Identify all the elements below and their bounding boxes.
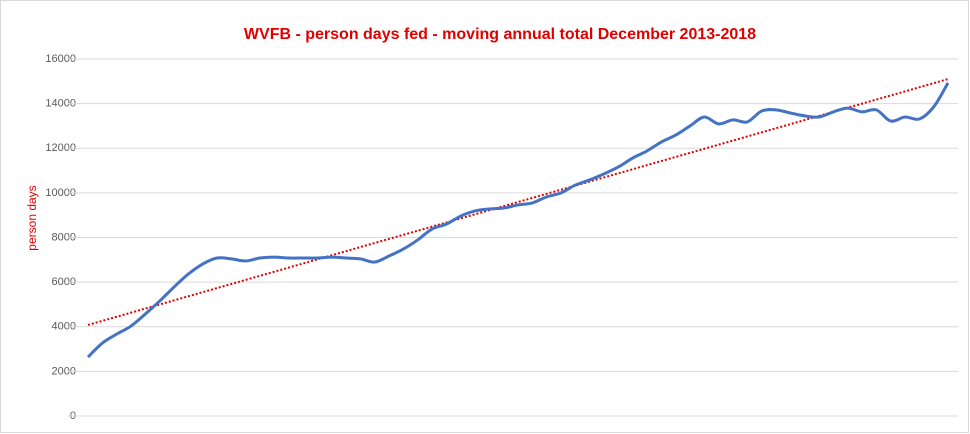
chart-title: WVFB - person days fed - moving annual t…: [244, 26, 756, 43]
y-tick-label: 6000: [52, 276, 76, 288]
y-tick-label: 8000: [52, 231, 76, 243]
y-tick-label: 12000: [45, 142, 76, 154]
y-axis-label: person days: [25, 185, 39, 250]
data-line: [86, 82, 950, 359]
y-tick-label: 14000: [45, 98, 76, 110]
y-tick-label: 16000: [45, 53, 76, 65]
y-tick-label: 4000: [52, 321, 76, 333]
trendline: [87, 78, 949, 326]
y-tick-label: 10000: [45, 187, 76, 199]
y-tick-label: 2000: [52, 365, 76, 377]
